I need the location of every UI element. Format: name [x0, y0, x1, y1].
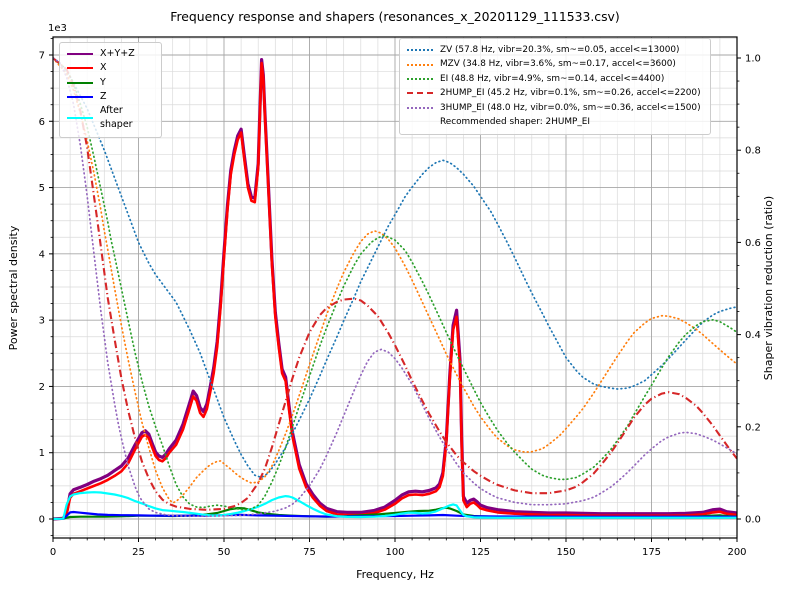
series-mzv: [53, 57, 737, 504]
x-tick-label: 200: [727, 547, 746, 558]
y-right-tick-label: 0.6: [745, 238, 761, 249]
legend-psd-item-1: X: [67, 61, 152, 75]
y-axis-right-label: Shaper vibration reduction (ratio): [762, 196, 775, 380]
series-zv: [53, 57, 737, 479]
series-z: [53, 510, 737, 521]
series-after: [53, 491, 737, 521]
legend-shaper-item-0-label: ZV (57.8 Hz, vibr=20.3%, sm~=0.05, accel…: [440, 45, 680, 55]
legend-psd-item-0-label: X+Y+Z: [100, 48, 135, 59]
series-x: [53, 61, 737, 521]
y-right-tick-label: 0.0: [745, 515, 761, 526]
legend-psd-item-4: After shaper: [67, 104, 152, 133]
legend-recommended-shaper-label: Recommended shaper: 2HUMP_EI: [440, 117, 591, 128]
series-hump3: [53, 57, 737, 518]
legend-psd: X+Y+Z X Y Z After shaper: [59, 42, 162, 138]
y-right-tick-label: 0.8: [745, 146, 761, 157]
x-tick-label: 175: [642, 547, 661, 558]
y-right-tick-label: 1.0: [745, 54, 761, 65]
legend-shaper-item-2-sample-line: [407, 78, 433, 81]
legend-psd-item-2-sample-line: [67, 81, 93, 84]
legend-shaper-item-4-sample-line: [407, 106, 433, 109]
x-tick-label: 100: [385, 547, 404, 558]
x-tick-label: 150: [556, 547, 575, 558]
y-right-tick-label: 0.2: [745, 422, 761, 433]
legend-psd-item-2: Y: [67, 76, 152, 90]
legend-shaper-item-2-label: EI (48.8 Hz, vibr=4.9%, sm~=0.14, accel<…: [440, 73, 665, 84]
legend-psd-item-4-sample-line: [67, 117, 93, 120]
y-left-tick-label: 4: [39, 249, 45, 260]
y-axis-left-label: Power spectral density: [7, 225, 20, 350]
legend-psd-item-2-label: Y: [100, 76, 106, 88]
y-left-tick-label: 5: [39, 183, 45, 194]
chart-title: Frequency response and shapers (resonanc…: [170, 9, 619, 24]
y-left-tick-label: 0: [39, 515, 45, 526]
legend-shaper-item-2: EI (48.8 Hz, vibr=4.9%, sm~=0.14, accel<…: [407, 72, 701, 86]
legend-shaper-item-3-sample-line: [407, 92, 433, 95]
y-left-tick-label: 6: [39, 117, 45, 128]
legend-psd-item-1-sample-line: [67, 67, 93, 70]
series-hump2: [53, 57, 737, 511]
legend-shaper-item-1-sample-line: [407, 63, 433, 66]
legend-shaper-item-1-label: MZV (34.8 Hz, vibr=3.6%, sm~=0.17, accel…: [440, 59, 676, 70]
legend-recommended-shaper: Recommended shaper: 2HUMP_EI: [407, 115, 701, 129]
legend-psd-item-3-label: Z: [100, 90, 107, 102]
y-right-tick-label: 0.4: [745, 330, 761, 341]
x-tick-label: 75: [303, 547, 316, 558]
x-tick-label: 0: [50, 547, 56, 558]
x-axis-label: Frequency, Hz: [356, 568, 434, 581]
x-tick-label: 125: [471, 547, 490, 558]
legend-shaper-item-3: 2HUMP_EI (45.2 Hz, vibr=0.1%, sm~=0.26, …: [407, 86, 701, 100]
y-left-tick-label: 3: [39, 316, 45, 327]
series-lines: [53, 57, 737, 521]
legend-psd-item-4-label: After shaper: [100, 105, 133, 131]
series-ei: [53, 57, 737, 511]
legend-shaper-item-4: 3HUMP_EI (48.0 Hz, vibr=0.0%, sm~=0.36, …: [407, 101, 701, 115]
axis-offset-text: 1e3: [48, 23, 67, 34]
axis-tick-labels: 0 25 50 75 100 125 150 175 200 0 1 2 3 4 5 6 7 0.0 0.2 0.4 0…: [39, 51, 761, 559]
legend-shapers: ZV (57.8 Hz, vibr=20.3%, sm~=0.05, accel…: [399, 38, 711, 135]
legend-shaper-item-3-label: 2HUMP_EI (45.2 Hz, vibr=0.1%, sm~=0.26, …: [440, 88, 701, 99]
x-tick-label: 50: [218, 547, 231, 558]
legend-shaper-item-4-label: 3HUMP_EI (48.0 Hz, vibr=0.0%, sm~=0.36, …: [440, 102, 701, 113]
axis-ticks: [49, 38, 741, 542]
y-left-tick-label: 7: [39, 51, 45, 62]
y-left-tick-label: 2: [39, 382, 45, 393]
y-left-tick-label: 1: [39, 448, 45, 459]
legend-shaper-item-1: MZV (34.8 Hz, vibr=3.6%, sm~=0.17, accel…: [407, 57, 701, 71]
legend-psd-item-0-sample-line: [67, 53, 93, 56]
x-tick-label: 25: [132, 547, 145, 558]
legend-psd-item-0: X+Y+Z: [67, 47, 152, 61]
legend-shaper-item-0-sample-line: [407, 49, 433, 52]
legend-shaper-item-0: ZV (57.8 Hz, vibr=20.3%, sm~=0.05, accel…: [407, 43, 701, 57]
legend-psd-item-1-label: X: [100, 62, 107, 74]
legend-psd-item-3: Z: [67, 90, 152, 104]
legend-psd-item-3-sample-line: [67, 95, 93, 98]
